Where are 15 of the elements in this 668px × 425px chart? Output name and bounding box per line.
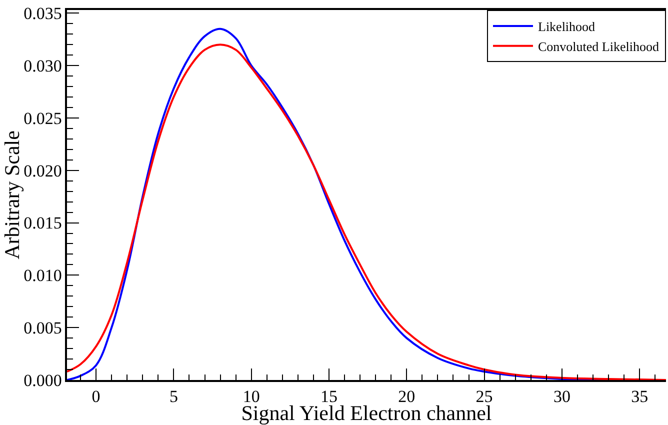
y-tick-label: 0.025 bbox=[24, 108, 62, 128]
y-tick-label: 0.005 bbox=[24, 318, 62, 338]
legend-label: Likelihood bbox=[538, 19, 596, 34]
y-tick-label: 0.020 bbox=[24, 161, 62, 180]
y-tick-label: 0.000 bbox=[24, 370, 62, 390]
y-tick-label: 0.015 bbox=[24, 214, 62, 233]
x-tick-label: 30 bbox=[553, 387, 570, 406]
y-tick-label: 0.035 bbox=[24, 4, 62, 24]
x-tick-label: 35 bbox=[631, 387, 648, 406]
y-tick-label: 0.010 bbox=[24, 266, 62, 286]
x-tick-label: 0 bbox=[92, 387, 100, 406]
y-tick-label: 0.030 bbox=[24, 56, 62, 76]
legend-label: Convoluted Likelihood bbox=[538, 38, 660, 54]
y-axis-title: Arbitrary Scale bbox=[0, 130, 24, 260]
x-tick-label: 5 bbox=[169, 387, 178, 406]
